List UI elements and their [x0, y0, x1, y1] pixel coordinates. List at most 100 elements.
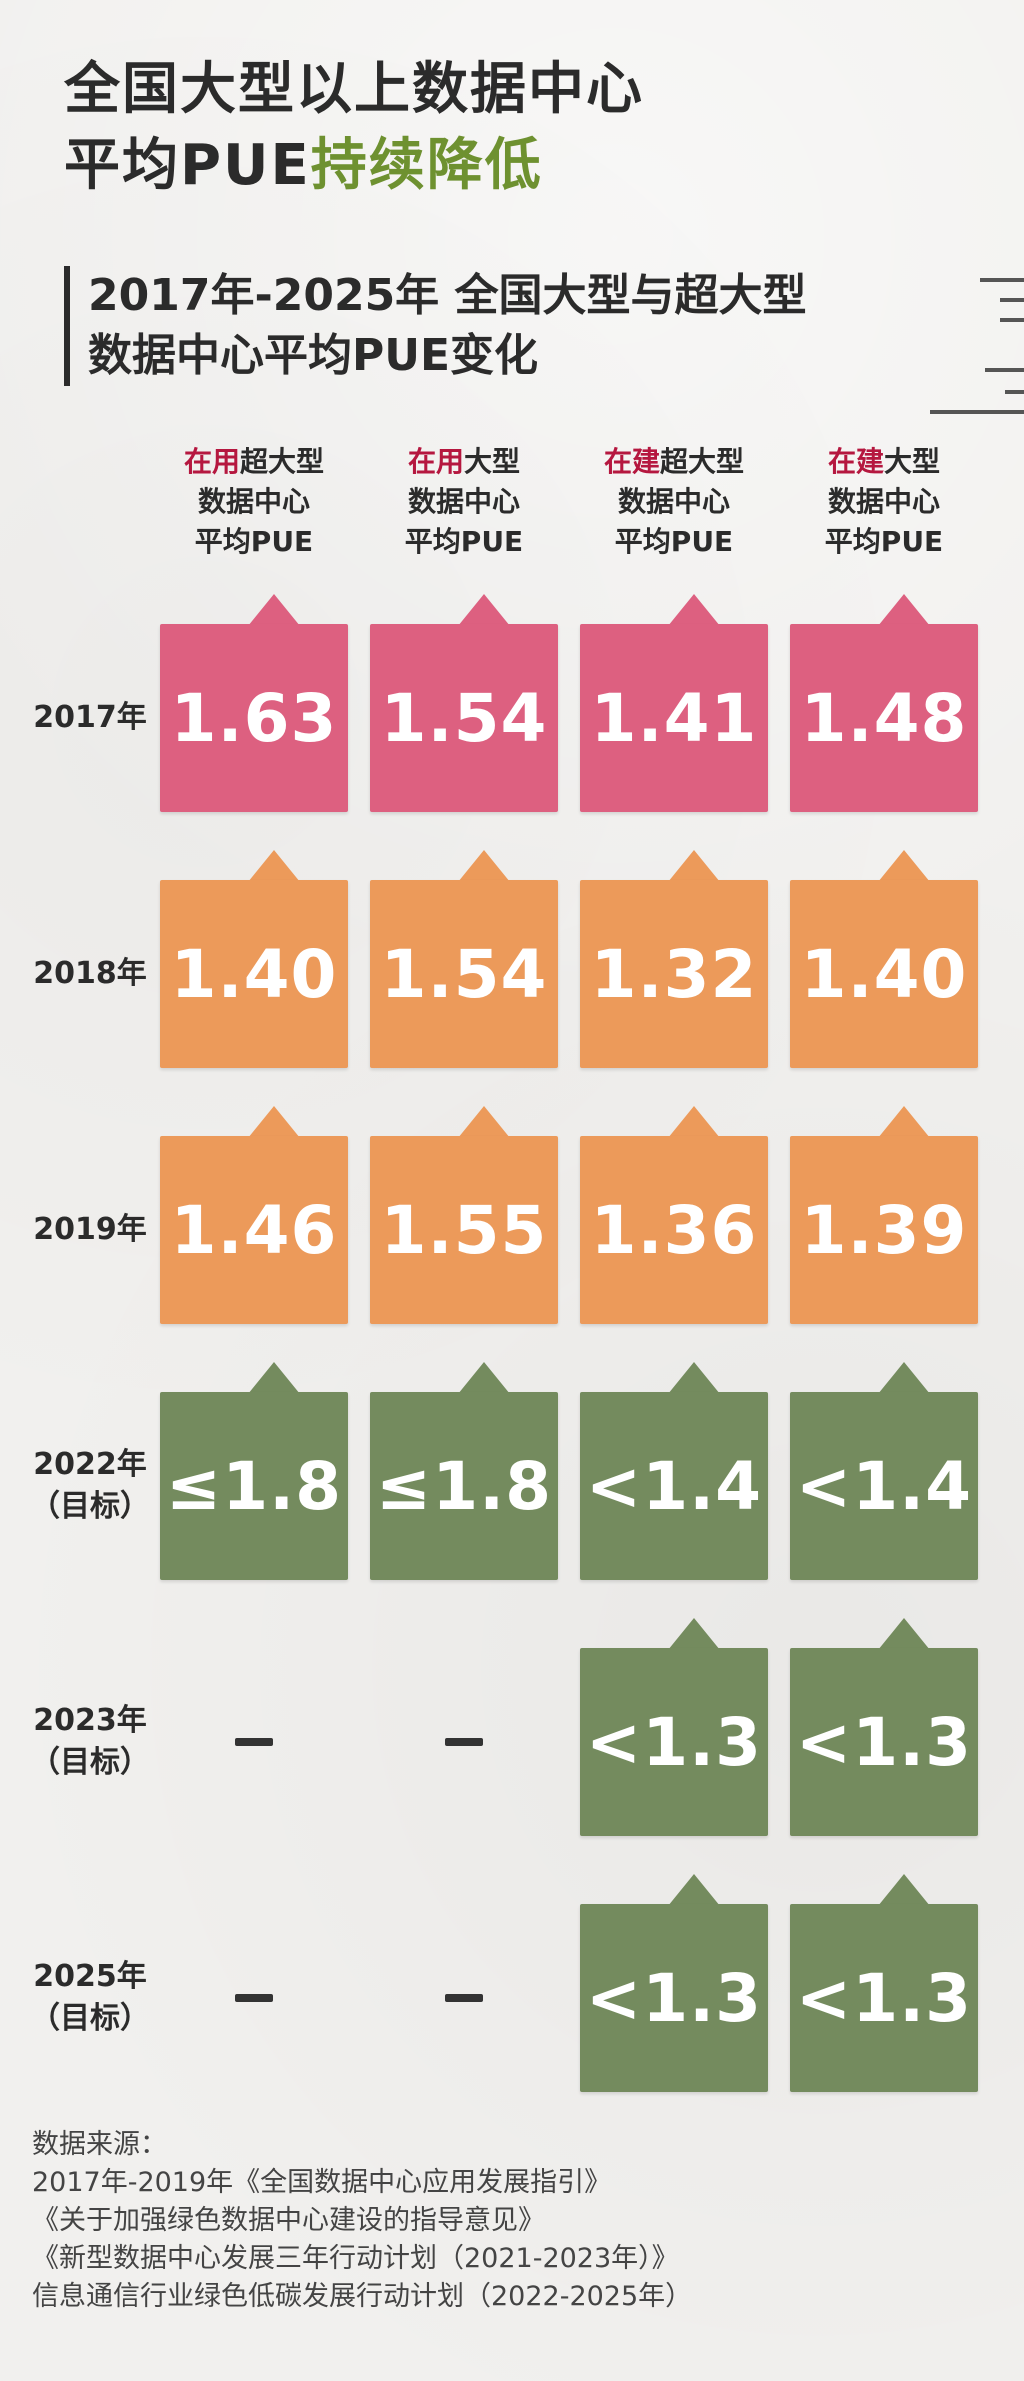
subtitle-line-1: 2017年-2025年 全国大型与超大型 — [64, 266, 807, 326]
card-notch — [878, 1106, 930, 1138]
pue-value: 1.39 — [790, 1136, 978, 1324]
card-notch — [458, 1106, 510, 1138]
pue-value: ≤1.8 — [370, 1392, 558, 1580]
row-year: 2018年 — [33, 956, 147, 991]
pue-value: 1.46 — [160, 1136, 348, 1324]
pue-value-card: 1.54 — [370, 850, 558, 1068]
pue-value-card: 1.54 — [370, 594, 558, 812]
column-header-line-3: 平均PUE — [194, 525, 314, 558]
decor-line — [980, 278, 1024, 282]
pue-value-card: 1.63 — [160, 594, 348, 812]
no-target-dash — [235, 1738, 273, 1746]
column-status: 在用 — [407, 445, 464, 478]
card-notch — [458, 1362, 510, 1394]
card-notch — [668, 1362, 720, 1394]
card-notch — [878, 1874, 930, 1906]
row-sublabel: （目标） — [30, 1745, 150, 1780]
column-type: 超大型 — [660, 445, 745, 478]
no-target-dash — [445, 1994, 483, 2002]
row-label: 2019年 — [20, 1209, 160, 1251]
pue-value: 1.48 — [790, 624, 978, 812]
title-line-2-prefix: 平均PUE — [64, 133, 311, 198]
column-header-line-2: 数据中心 — [407, 485, 520, 518]
row-label: 2023年 （目标） — [20, 1700, 160, 1784]
card-notch — [458, 594, 510, 626]
card-notch — [668, 594, 720, 626]
title-line-2: 平均PUE持续降低 — [64, 128, 644, 204]
row-year: 2019年 — [33, 1212, 147, 1247]
source-line: 信息通信行业绿色低碳发展行动计划（2022-2025年） — [32, 2281, 693, 2312]
row-sublabel: （目标） — [30, 1489, 150, 1524]
column-type: 大型 — [884, 445, 941, 478]
pue-value: 1.54 — [370, 624, 558, 812]
column-header-line-2: 数据中心 — [617, 485, 730, 518]
card-notch — [668, 850, 720, 882]
title-line-2-accent: 持续降低 — [310, 133, 543, 198]
no-target-dash — [235, 1994, 273, 2002]
row-sublabel: （目标） — [30, 2001, 150, 2036]
column-header: 在用超大型 数据中心 平均PUE — [159, 442, 349, 562]
card-notch — [878, 850, 930, 882]
pue-value-card: 1.40 — [160, 850, 348, 1068]
pue-value: 1.32 — [580, 880, 768, 1068]
pue-value-card: <1.3 — [580, 1874, 768, 2092]
decor-line — [1000, 318, 1024, 322]
chart-subtitle: 2017年-2025年 全国大型与超大型 数据中心平均PUE变化 — [64, 266, 807, 386]
pue-value-card: 1.36 — [580, 1106, 768, 1324]
pue-value: <1.3 — [790, 1648, 978, 1836]
column-header-line-3: 平均PUE — [824, 525, 944, 558]
column-header-line-1: 在建大型 — [789, 442, 979, 482]
column-status: 在建 — [603, 445, 660, 478]
pue-value: 1.40 — [790, 880, 978, 1068]
pue-value-card: <1.3 — [790, 1874, 978, 2092]
title-line-1: 全国大型以上数据中心 — [64, 57, 644, 122]
pue-value: 1.40 — [160, 880, 348, 1068]
source-line: 《新型数据中心发展三年行动计划（2021-2023年）》 — [32, 2243, 679, 2274]
row-year: 2022年 — [33, 1447, 147, 1482]
row-year: 2017年 — [33, 700, 147, 735]
card-notch — [248, 1106, 300, 1138]
card-notch — [668, 1106, 720, 1138]
no-target-dash — [445, 1738, 483, 1746]
column-header-line-3: 平均PUE — [404, 525, 524, 558]
pue-value-card: 1.39 — [790, 1106, 978, 1324]
column-type: 大型 — [464, 445, 521, 478]
column-header-line-1: 在建超大型 — [579, 442, 769, 482]
pue-value-card: <1.4 — [580, 1362, 768, 1580]
row-label: 2017年 — [20, 697, 160, 739]
page-title: 全国大型以上数据中心 平均PUE持续降低 — [64, 52, 644, 204]
column-header: 在用大型数据中心平均PUE — [369, 442, 559, 562]
pue-value: 1.55 — [370, 1136, 558, 1324]
pue-value: <1.4 — [790, 1392, 978, 1580]
pue-value: <1.3 — [580, 1904, 768, 2092]
card-notch — [878, 1618, 930, 1650]
source-line: 《关于加强绿色数据中心建设的指导意见》 — [32, 2205, 545, 2236]
pue-value: <1.4 — [580, 1392, 768, 1580]
subtitle-line-2: 数据中心平均PUE变化 — [64, 326, 807, 386]
pue-value: <1.3 — [580, 1648, 768, 1836]
pue-value-card: 1.46 — [160, 1106, 348, 1324]
card-notch — [668, 1874, 720, 1906]
pue-value: 1.41 — [580, 624, 768, 812]
pue-value-card: 1.40 — [790, 850, 978, 1068]
column-header-line-2: 数据中心 — [197, 485, 310, 518]
pue-value-card: <1.3 — [790, 1618, 978, 1836]
pue-value: 1.36 — [580, 1136, 768, 1324]
pue-value-card: 1.55 — [370, 1106, 558, 1324]
column-header-line-1: 在用超大型 — [159, 442, 349, 482]
card-notch — [668, 1618, 720, 1650]
pue-value-card: 1.48 — [790, 594, 978, 812]
pue-value: 1.63 — [160, 624, 348, 812]
column-header: 在建大型 数据中心 平均PUE — [789, 442, 979, 562]
pue-value-card: <1.3 — [580, 1618, 768, 1836]
pue-value-card: ≤1.8 — [370, 1362, 558, 1580]
decor-line — [1005, 390, 1024, 394]
pue-value-card: <1.4 — [790, 1362, 978, 1580]
row-year: 2025年 — [33, 1959, 147, 1994]
data-source: 数据来源： 2017年-2019年《全国数据中心应用发展指引》 《关于加强绿色数… — [32, 2126, 692, 2316]
column-status: 在用 — [183, 445, 240, 478]
row-year: 2023年 — [33, 1703, 147, 1738]
column-type: 超大型 — [240, 445, 325, 478]
card-notch — [458, 850, 510, 882]
column-header: 在建超大型 数据中心 平均PUE — [579, 442, 769, 562]
